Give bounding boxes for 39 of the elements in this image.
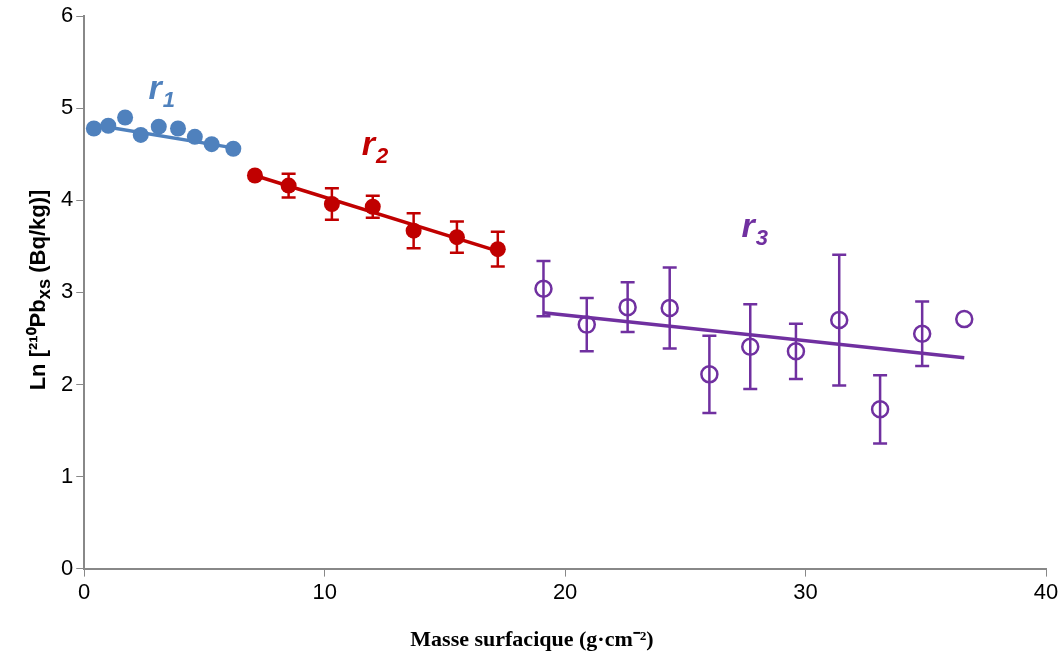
y-tick-label: 4 [60, 186, 74, 212]
x-tick-label: 40 [1033, 578, 1059, 604]
point [955, 309, 974, 329]
point [577, 315, 597, 334]
x-tick-label: 20 [552, 578, 578, 604]
y-tick-label: 6 [60, 2, 74, 28]
point [132, 126, 149, 143]
point [170, 120, 187, 137]
point [912, 324, 932, 344]
point [364, 198, 381, 215]
point [786, 342, 806, 361]
x-axis-title: Masse surfacique (g·cm⁻²) [409, 625, 655, 652]
y-tick-label: 3 [60, 278, 74, 304]
point [117, 109, 134, 126]
point [741, 337, 760, 356]
point [829, 310, 849, 330]
point [323, 196, 340, 213]
point [225, 140, 242, 157]
point [150, 118, 167, 135]
point [280, 177, 297, 194]
point [618, 297, 637, 317]
point [203, 136, 220, 153]
y-tick-label: 2 [60, 370, 74, 396]
point [85, 120, 102, 137]
point [660, 298, 679, 318]
point [100, 117, 117, 134]
x-tick-label: 30 [793, 578, 818, 604]
point [870, 400, 890, 419]
y-tick-label: 0 [60, 554, 74, 580]
point [700, 365, 719, 384]
point [489, 241, 506, 258]
point [448, 229, 465, 246]
point [534, 279, 553, 298]
x-tick-label: 10 [312, 578, 337, 604]
point [405, 222, 422, 239]
y-tick-label: 1 [60, 462, 74, 488]
x-tick-label: 0 [78, 578, 91, 604]
y-tick-label: 5 [60, 94, 74, 120]
point [186, 128, 203, 145]
